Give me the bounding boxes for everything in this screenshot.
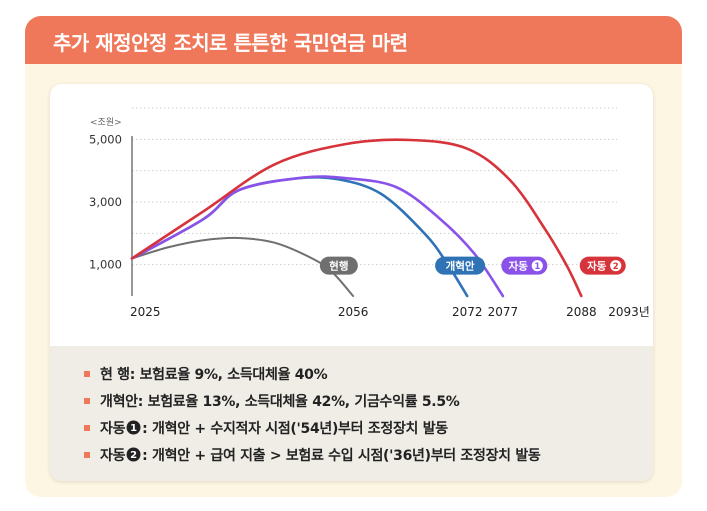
svg-text:2: 2: [613, 262, 619, 272]
series-label-auto2: 자동 2: [579, 256, 626, 275]
legend-label: 자동: [100, 448, 126, 464]
legend-box: 현 행: 보험료율 9%, 소득대체율 40% 개혁안: 보험료율 13%, 소…: [50, 346, 653, 481]
series-line-auto2: [130, 138, 583, 298]
legend-bullet: [84, 425, 90, 431]
circled-number-1-icon: 1: [126, 420, 141, 435]
x-tick-label: 2077: [488, 305, 519, 319]
x-tick-label: 2072: [452, 305, 483, 319]
legend-description: : 보험료율 13%, 소득대체율 42%, 기금수익률 5.5%: [137, 394, 460, 410]
legend-label: 현 행: [100, 367, 130, 383]
fund-projection-chart: <조원> 1,000 3,000 5,000 2025 2056 2072 2077 2088 2…: [89, 107, 650, 319]
y-tick-label: 1,000: [89, 258, 122, 272]
legend-description: : 개혁안 + 수지적자 시점('54년)부터 조정장치 발동: [142, 421, 448, 437]
svg-text:1: 1: [534, 262, 540, 272]
x-tick-label: 2056: [338, 305, 369, 319]
legend-label: 개혁안: [100, 394, 138, 410]
circled-number-2-icon: 2: [126, 447, 141, 462]
svg-text:자동: 자동: [587, 260, 607, 273]
y-tick-label: 3,000: [89, 195, 122, 209]
legend-bullet: [84, 398, 90, 404]
svg-text:자동: 자동: [509, 260, 529, 273]
y-unit-label: <조원>: [90, 117, 122, 128]
svg-text:1: 1: [130, 423, 137, 434]
legend-label: 자동: [100, 421, 126, 437]
svg-text:개혁안: 개혁안: [446, 260, 475, 273]
series-line-auto1: [130, 175, 505, 298]
page-title: 추가 재정안정 조치로 튼튼한 국민연금 마련: [53, 31, 408, 55]
series-label-auto1: 자동 1: [501, 256, 548, 275]
infographic-panel: 추가 재정안정 조치로 튼튼한 국민연금 마련 <조원> 1,000 3,000 5,…: [25, 16, 682, 497]
svg-text:현행: 현행: [329, 260, 348, 273]
x-tick-label: 2088: [566, 305, 597, 319]
series-label-current: 현행: [319, 256, 358, 275]
series-label-reform: 개혁안: [435, 256, 486, 275]
legend-bullet: [84, 452, 90, 458]
legend-description: : 개혁안 + 급여 지출 > 보험료 수입 시점('36년)부터 조정장치 발…: [142, 448, 541, 464]
title-banner: 추가 재정안정 조치로 튼튼한 국민연금 마련: [25, 16, 682, 64]
x-tick-label: 2093년: [608, 305, 650, 319]
legend-bullet: [84, 371, 90, 377]
svg-text:2: 2: [130, 450, 137, 461]
series-line-reform: [130, 176, 469, 298]
chart-card: <조원> 1,000 3,000 5,000 2025 2056 2072 2077 2088 2…: [50, 84, 653, 481]
x-tick-label: 2025: [130, 305, 161, 319]
y-tick-label: 5,000: [89, 132, 122, 146]
legend-description: : 보험료율 9%, 소득대체율 40%: [129, 367, 328, 383]
